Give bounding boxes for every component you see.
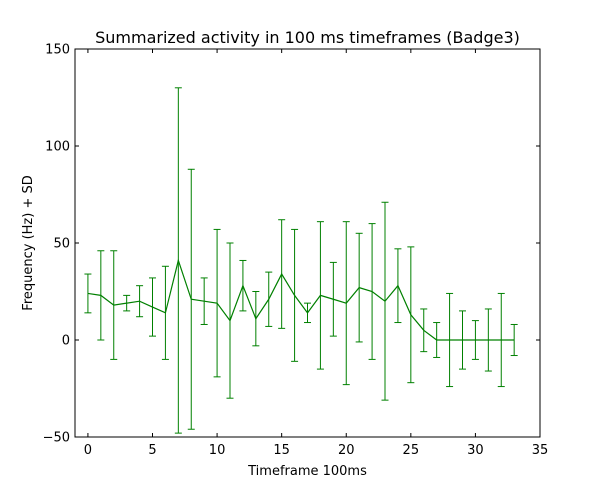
y-tick-label: 100 <box>45 140 70 155</box>
x-tick-label: 5 <box>148 443 156 458</box>
x-tick-label: 30 <box>467 443 484 458</box>
chart-title: Summarized activity in 100 ms timeframes… <box>95 28 520 47</box>
y-tick-label: −50 <box>43 431 70 446</box>
x-tick-label: 0 <box>84 443 92 458</box>
y-axis-label: Frequency (Hz) + SD <box>21 175 36 310</box>
y-tick-label: 150 <box>45 43 70 58</box>
x-tick-label: 35 <box>532 443 549 458</box>
y-tick-label: 50 <box>53 237 70 252</box>
x-tick-label: 10 <box>209 443 226 458</box>
x-axis-label: Timeframe 100ms <box>247 464 367 479</box>
y-tick-label: 0 <box>62 334 70 349</box>
x-tick-label: 20 <box>338 443 355 458</box>
series-layer <box>87 258 515 341</box>
x-tick-label: 25 <box>403 443 420 458</box>
x-tick-label: 15 <box>273 443 290 458</box>
ticks-layer: 0 5 10 15 20 25 30 35 −50 0 50 100 150 <box>43 43 549 459</box>
series-line <box>87 258 515 341</box>
plot-area <box>75 49 540 437</box>
